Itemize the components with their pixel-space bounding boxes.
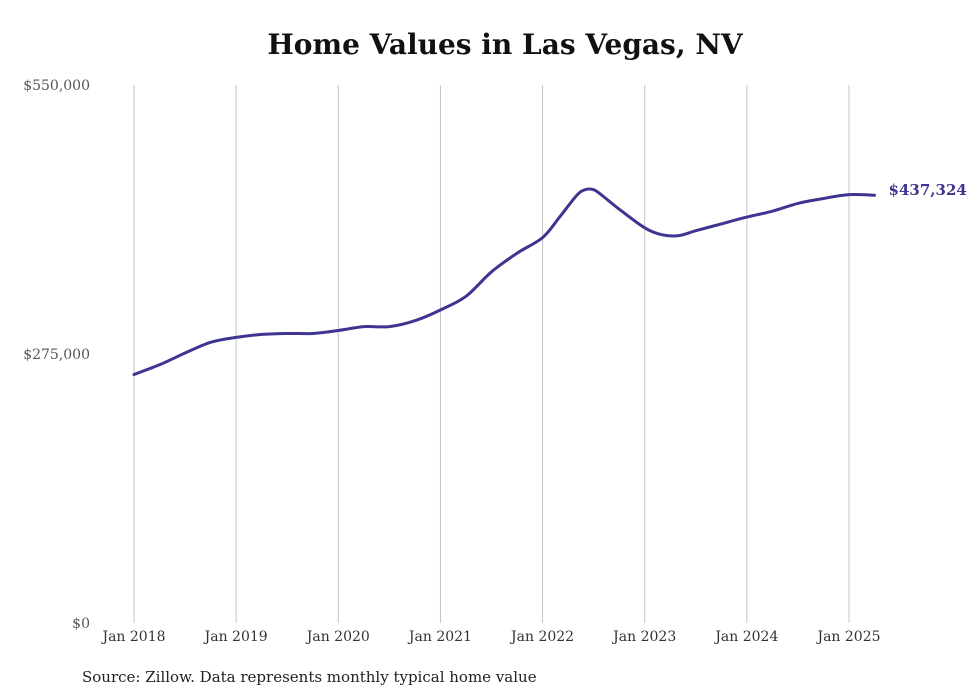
- y-tick-label: $550,000: [23, 78, 90, 94]
- x-tick-label: Jan 2019: [203, 629, 268, 645]
- x-tick-label: Jan 2020: [305, 629, 370, 645]
- x-tick-label: Jan 2021: [407, 629, 472, 645]
- series-line: [132, 187, 876, 376]
- end-value-label: $437,324: [889, 181, 967, 199]
- y-tick-label: $0: [72, 616, 90, 632]
- source-note: Source: Zillow. Data represents monthly …: [82, 668, 537, 686]
- x-tick-label: Jan 2024: [713, 629, 778, 645]
- chart-title: Home Values in Las Vegas, NV: [267, 28, 743, 61]
- x-tick-label: Jan 2018: [100, 629, 165, 645]
- x-tick-label: Jan 2025: [815, 629, 880, 645]
- x-tick-label: Jan 2022: [509, 629, 574, 645]
- y-tick-label: $275,000: [23, 347, 90, 363]
- x-tick-label: Jan 2023: [611, 629, 676, 645]
